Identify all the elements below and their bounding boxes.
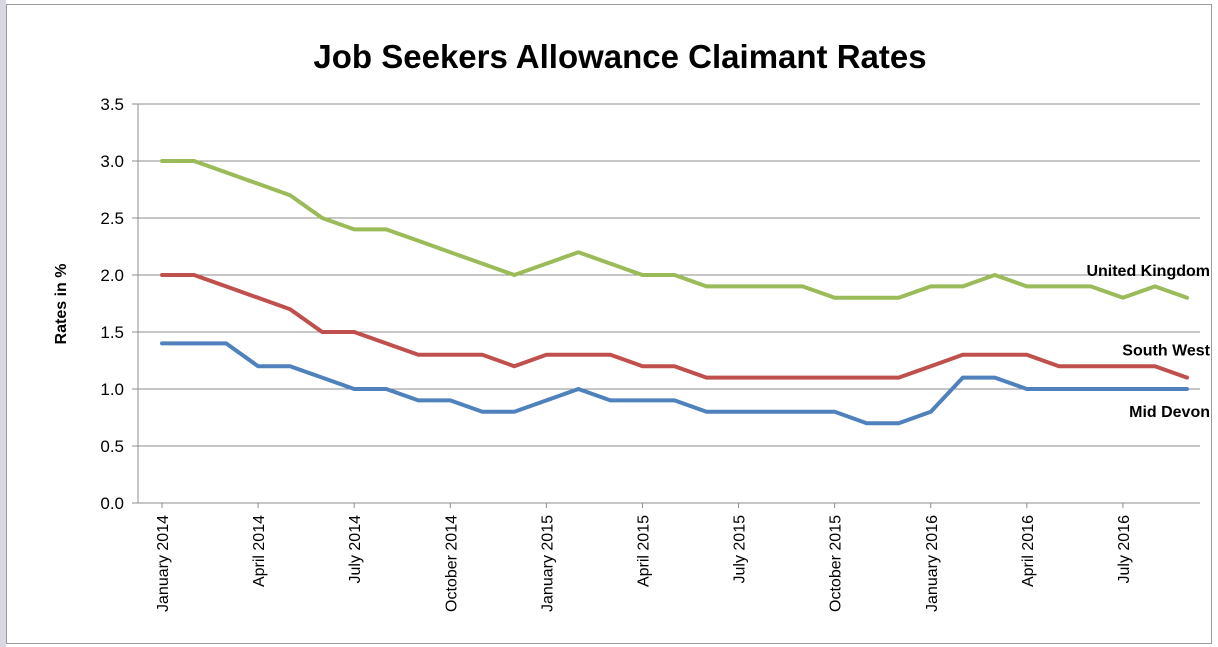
y-tick-label: 2.0 [100, 266, 124, 285]
window-edge [0, 0, 6, 647]
y-tick-label: 0.5 [100, 437, 124, 456]
x-tick-label: October 2014 [443, 515, 460, 612]
series-line-mid-devon [160, 341, 1189, 426]
y-tick-label: 3.0 [100, 152, 124, 171]
series-line-south-west [160, 273, 1189, 380]
x-tick-label: January 2015 [539, 515, 556, 612]
y-tick-label: 2.5 [100, 209, 124, 228]
gridlines [132, 103, 1200, 504]
series-line-united-kingdom [160, 159, 1189, 300]
y-axis-ticks: 0.0 0.5 1.0 1.5 2.0 2.5 3.0 3.5 [100, 95, 124, 513]
y-tick-label: 1.5 [100, 323, 124, 342]
x-axis-ticks: January 2014 April 2014 July 2014 October 2… [155, 503, 1133, 612]
series-lines [160, 159, 1189, 426]
x-tick-label: July 2014 [347, 515, 364, 584]
x-tick-label: January 2016 [924, 515, 941, 612]
series-labels: United Kingdom South West Mid Devon [1086, 263, 1210, 421]
y-tick-label: 1.0 [100, 380, 124, 399]
x-tick-label: July 2016 [1116, 515, 1133, 584]
series-label-mid-devon: Mid Devon [1129, 404, 1210, 421]
y-tick-label: 0.0 [100, 494, 124, 513]
x-axis [137, 104, 1200, 504]
x-tick-label: July 2015 [732, 515, 749, 584]
chart-frame [6, 4, 1212, 644]
y-axis-label: Rates in % [53, 264, 70, 345]
y-tick-label: 3.5 [100, 95, 124, 114]
x-tick-label: October 2015 [828, 515, 845, 612]
x-tick-label: April 2016 [1020, 515, 1037, 587]
chart-title: Job Seekers Allowance Claimant Rates [313, 38, 926, 75]
x-tick-label: April 2014 [251, 515, 268, 587]
x-tick-label: January 2014 [155, 515, 172, 612]
x-tick-label: April 2015 [635, 515, 652, 587]
series-label-united-kingdom: United Kingdom [1086, 263, 1210, 280]
series-label-south-west: South West [1122, 343, 1210, 360]
